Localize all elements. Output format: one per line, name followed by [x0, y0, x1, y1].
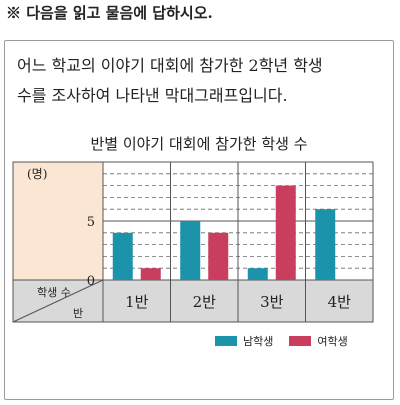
bar-female-3	[275, 185, 296, 280]
legend-label-female: 여학생	[317, 335, 348, 348]
y-axis-panel	[13, 162, 103, 280]
y-axis-label: (명)	[27, 167, 47, 181]
instruction-text: ※ 다음을 읽고 물음에 답하시오.	[6, 4, 213, 22]
chart-frame	[12, 161, 374, 323]
category-label: 2반	[193, 293, 217, 311]
question-text: 어느 학교의 이야기 대회에 참가한 2학년 학생 수를 조사하여 나타낸 막대…	[17, 51, 387, 111]
legend-item-female: 여학생	[289, 333, 348, 349]
category-label: 1반	[125, 293, 149, 311]
question-line-2: 수를 조사하여 나타낸 막대그래프입니다.	[17, 86, 288, 105]
question-line-1: 어느 학교의 이야기 대회에 참가한 2학년 학생	[17, 56, 323, 75]
bar-female-2	[208, 232, 229, 280]
legend-swatch-female	[289, 336, 312, 346]
y-tick-label: 5	[87, 215, 95, 230]
legend-item-male: 남학생	[215, 333, 273, 349]
bar-female-1	[140, 268, 161, 280]
bar-male-4	[315, 209, 336, 280]
corner-diagonal	[12, 279, 104, 323]
category-label: 4반	[328, 293, 352, 311]
chart-legend: 남학생 여학생	[215, 333, 364, 349]
chart-title: 반별 이야기 대회에 참가한 학생 수	[90, 135, 308, 153]
legend-swatch-male	[215, 336, 237, 346]
category-label: 3반	[260, 293, 284, 311]
corner-label-count: 학생 수	[37, 286, 71, 299]
corner-label-class: 반	[73, 307, 83, 320]
question-box: 어느 학교의 이야기 대회에 참가한 2학년 학생 수를 조사하여 나타낸 막대…	[4, 40, 394, 400]
bar-male-2	[180, 221, 201, 280]
category-row	[13, 280, 373, 322]
legend-label-male: 남학생	[243, 335, 274, 348]
bar-chart: 학생 수반 (명) 0 5 1반 2반 3반 4반	[12, 161, 374, 323]
bar-male-3	[247, 268, 268, 280]
bar-male-1	[112, 232, 133, 280]
y-tick-label: 0	[87, 274, 95, 289]
